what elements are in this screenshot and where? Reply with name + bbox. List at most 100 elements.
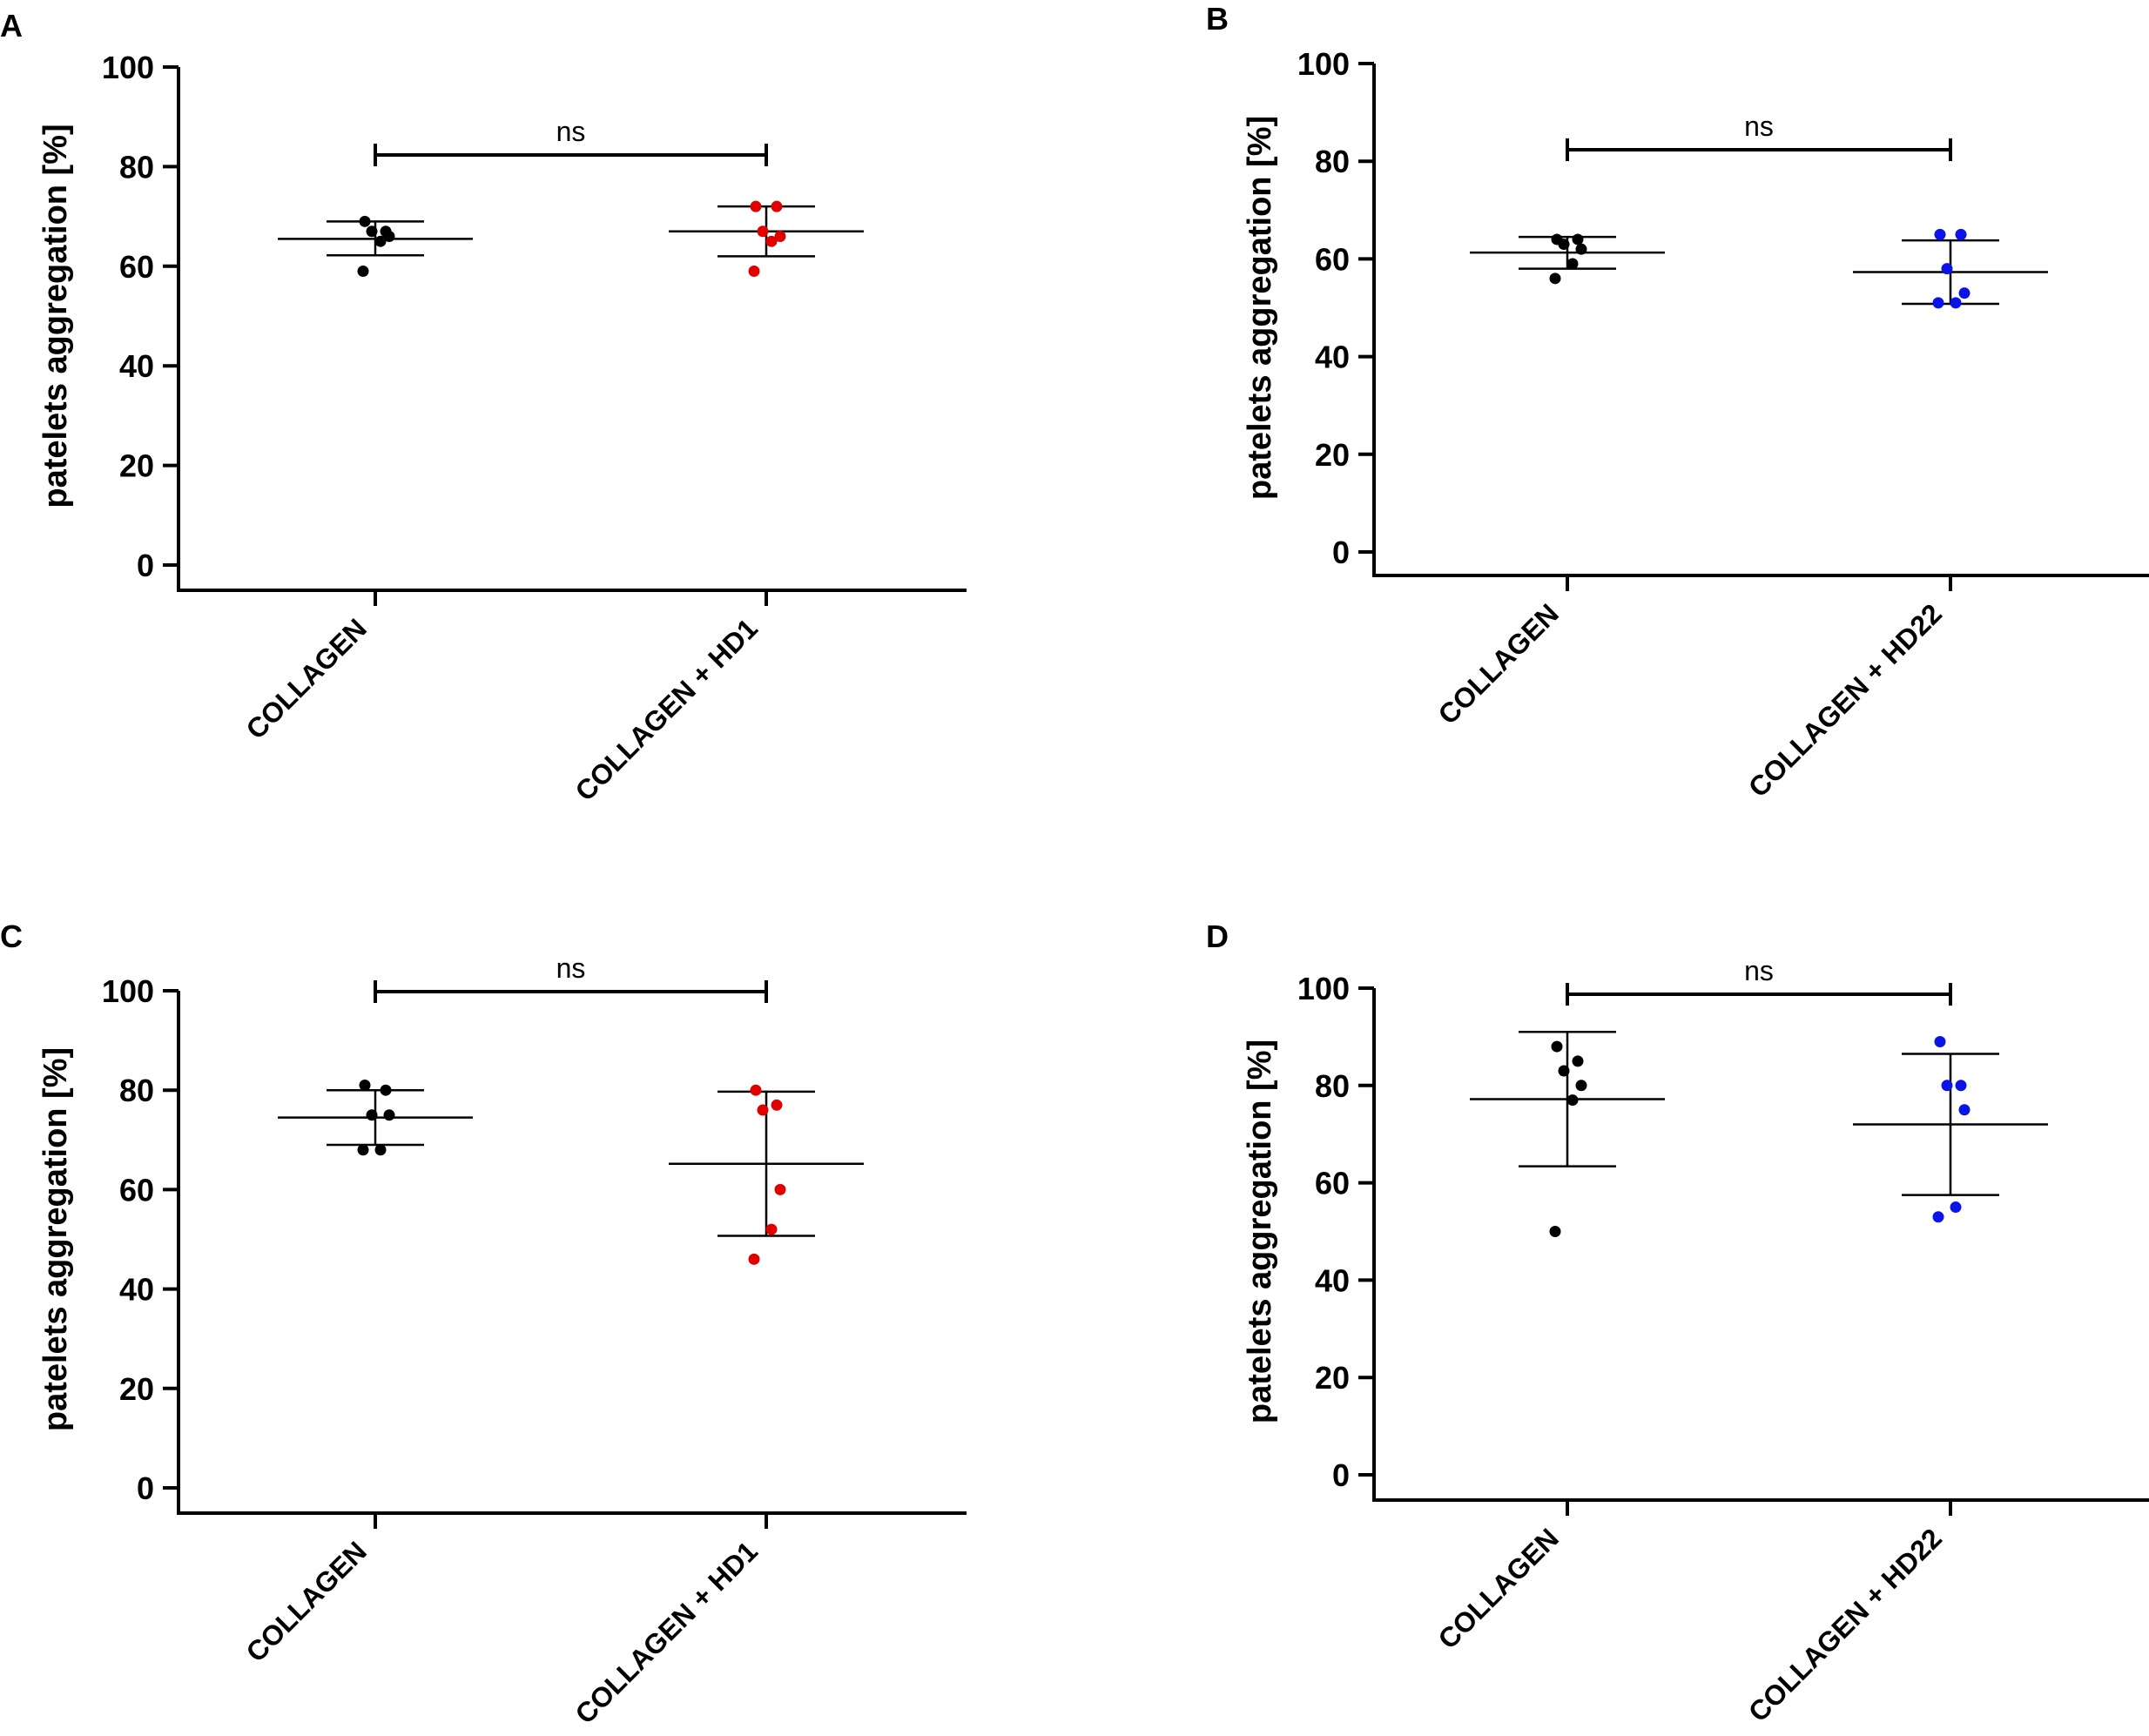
y-tick-label: 80: [119, 149, 154, 185]
data-point: [1958, 287, 1970, 299]
y-tick-label: 20: [119, 1371, 154, 1407]
panel-letter: C: [0, 918, 23, 954]
data-point: [1575, 1080, 1587, 1092]
panel-letter: B: [1206, 1, 1229, 37]
series-control: [1470, 1031, 1665, 1237]
y-tick-label: 60: [119, 1172, 154, 1208]
y-tick-label: 60: [1315, 241, 1350, 277]
data-point: [748, 1253, 760, 1265]
data-point: [774, 1183, 786, 1195]
data-point: [1941, 263, 1953, 275]
x-category-label: COLLAGEN: [1432, 1522, 1565, 1654]
y-tick-label: 20: [1315, 1360, 1350, 1396]
data-point: [357, 1144, 369, 1156]
y-tick-label: 100: [1297, 971, 1350, 1006]
y-tick-label: 0: [1332, 1457, 1350, 1493]
y-tick-label: 80: [1315, 144, 1350, 179]
data-point: [748, 266, 760, 278]
panel-a: A 0 20 40 60 80 100 patelets aggregation [%] COL…: [0, 8, 967, 807]
data-point: [374, 235, 387, 247]
data-point: [359, 215, 371, 227]
y-tick-label: 40: [119, 1272, 154, 1308]
y-tick-label: 80: [119, 1073, 154, 1108]
y-tick-label: 40: [1315, 340, 1350, 375]
panel-letter: A: [0, 8, 23, 44]
data-point: [359, 1079, 371, 1091]
y-tick-label: 100: [102, 973, 154, 1009]
y-tick-label: 20: [119, 448, 154, 484]
data-point: [757, 1104, 769, 1116]
x-category-label: COLLAGEN + HD1: [569, 612, 763, 806]
y-tick-label: 20: [1315, 437, 1350, 473]
series-control: [278, 215, 473, 278]
data-point: [750, 1084, 762, 1096]
series-treatment: [1853, 228, 2048, 309]
y-axis-label: patelets aggregation [%]: [37, 124, 74, 508]
data-point: [1934, 228, 1946, 240]
data-point: [366, 225, 378, 238]
x-category-label: COLLAGEN: [240, 1535, 373, 1667]
series-control: [1470, 233, 1665, 285]
data-point: [1549, 273, 1561, 285]
data-point: [1551, 1040, 1563, 1053]
data-point: [1958, 1104, 1970, 1116]
panel-c: C 0 20 40 60 80 100 patelets aggregation [%] COL…: [0, 918, 967, 1730]
y-tick-label: 40: [1315, 1262, 1350, 1298]
x-category-label: COLLAGEN + HD1: [569, 1535, 763, 1729]
y-axis-label: patelets aggregation [%]: [37, 1047, 74, 1431]
data-point: [1955, 228, 1967, 240]
data-point: [1955, 1080, 1967, 1092]
data-point: [1566, 1094, 1579, 1107]
y-tick-label: 60: [1315, 1166, 1350, 1201]
data-point: [1932, 297, 1944, 309]
data-point: [774, 230, 786, 242]
x-category-label: COLLAGEN: [240, 612, 373, 744]
data-point: [771, 200, 783, 212]
data-point: [750, 200, 762, 212]
significance-label: ns: [556, 116, 586, 147]
data-point: [1950, 1201, 1962, 1214]
y-tick-label: 100: [102, 50, 154, 85]
x-category-label: COLLAGEN + HD22: [1742, 597, 1948, 803]
x-category-label: COLLAGEN: [1432, 597, 1565, 730]
y-axis-label: patelets aggregation [%]: [1242, 116, 1278, 500]
y-tick-label: 0: [137, 1470, 154, 1506]
data-point: [383, 1109, 395, 1121]
panel-b: B 0 20 40 60 80 100 patelets aggregation [%] COL…: [1206, 1, 2149, 804]
panel-d: D 0 20 40 60 80 100 patelets aggregation [%] COL…: [1206, 918, 2149, 1728]
data-point: [757, 225, 769, 238]
series-treatment: [1853, 1035, 2048, 1223]
data-point: [1934, 1035, 1946, 1047]
data-point: [1566, 258, 1579, 270]
data-point: [1558, 1065, 1570, 1077]
data-point: [1932, 1211, 1944, 1223]
data-point: [1572, 1055, 1584, 1067]
y-tick-label: 100: [1297, 46, 1350, 82]
y-tick-label: 60: [119, 249, 154, 285]
y-axis-label: patelets aggregation [%]: [1242, 1040, 1278, 1423]
significance-label: ns: [556, 952, 586, 984]
series-control: [278, 1079, 473, 1156]
data-point: [357, 266, 369, 278]
data-point: [1572, 233, 1584, 246]
data-point: [1558, 239, 1570, 251]
data-point: [765, 235, 778, 247]
data-point: [383, 230, 395, 242]
y-tick-label: 40: [119, 348, 154, 384]
y-tick-label: 80: [1315, 1068, 1350, 1104]
series-treatment: [669, 200, 864, 278]
data-point: [380, 1084, 392, 1096]
significance-label: ns: [1744, 955, 1774, 986]
data-point: [1549, 1226, 1561, 1237]
data-point: [771, 1099, 783, 1111]
x-category-label: COLLAGEN + HD22: [1742, 1522, 1948, 1727]
data-point: [366, 1109, 378, 1121]
data-point: [374, 1144, 387, 1156]
data-point: [1941, 1080, 1953, 1092]
y-tick-label: 0: [1332, 535, 1350, 570]
series-treatment: [669, 1084, 864, 1265]
data-point: [1950, 297, 1962, 309]
panel-letter: D: [1206, 918, 1229, 954]
data-point: [1575, 243, 1587, 255]
